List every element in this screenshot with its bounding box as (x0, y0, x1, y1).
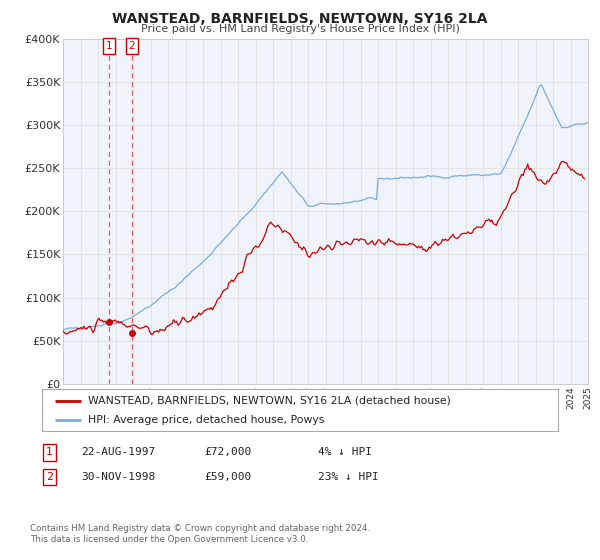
Text: 4% ↓ HPI: 4% ↓ HPI (318, 447, 372, 458)
Text: 1: 1 (46, 447, 53, 458)
Text: 2: 2 (128, 41, 135, 51)
Text: 22-AUG-1997: 22-AUG-1997 (81, 447, 155, 458)
Text: £59,000: £59,000 (204, 472, 251, 482)
Text: HPI: Average price, detached house, Powys: HPI: Average price, detached house, Powy… (88, 415, 325, 425)
Text: This data is licensed under the Open Government Licence v3.0.: This data is licensed under the Open Gov… (30, 535, 308, 544)
Text: 30-NOV-1998: 30-NOV-1998 (81, 472, 155, 482)
Text: Price paid vs. HM Land Registry's House Price Index (HPI): Price paid vs. HM Land Registry's House … (140, 24, 460, 34)
Text: 2: 2 (46, 472, 53, 482)
Text: 1: 1 (106, 41, 113, 51)
Text: £72,000: £72,000 (204, 447, 251, 458)
Text: 23% ↓ HPI: 23% ↓ HPI (318, 472, 379, 482)
Text: WANSTEAD, BARNFIELDS, NEWTOWN, SY16 2LA: WANSTEAD, BARNFIELDS, NEWTOWN, SY16 2LA (112, 12, 488, 26)
Text: Contains HM Land Registry data © Crown copyright and database right 2024.: Contains HM Land Registry data © Crown c… (30, 524, 370, 533)
Text: WANSTEAD, BARNFIELDS, NEWTOWN, SY16 2LA (detached house): WANSTEAD, BARNFIELDS, NEWTOWN, SY16 2LA … (88, 395, 451, 405)
